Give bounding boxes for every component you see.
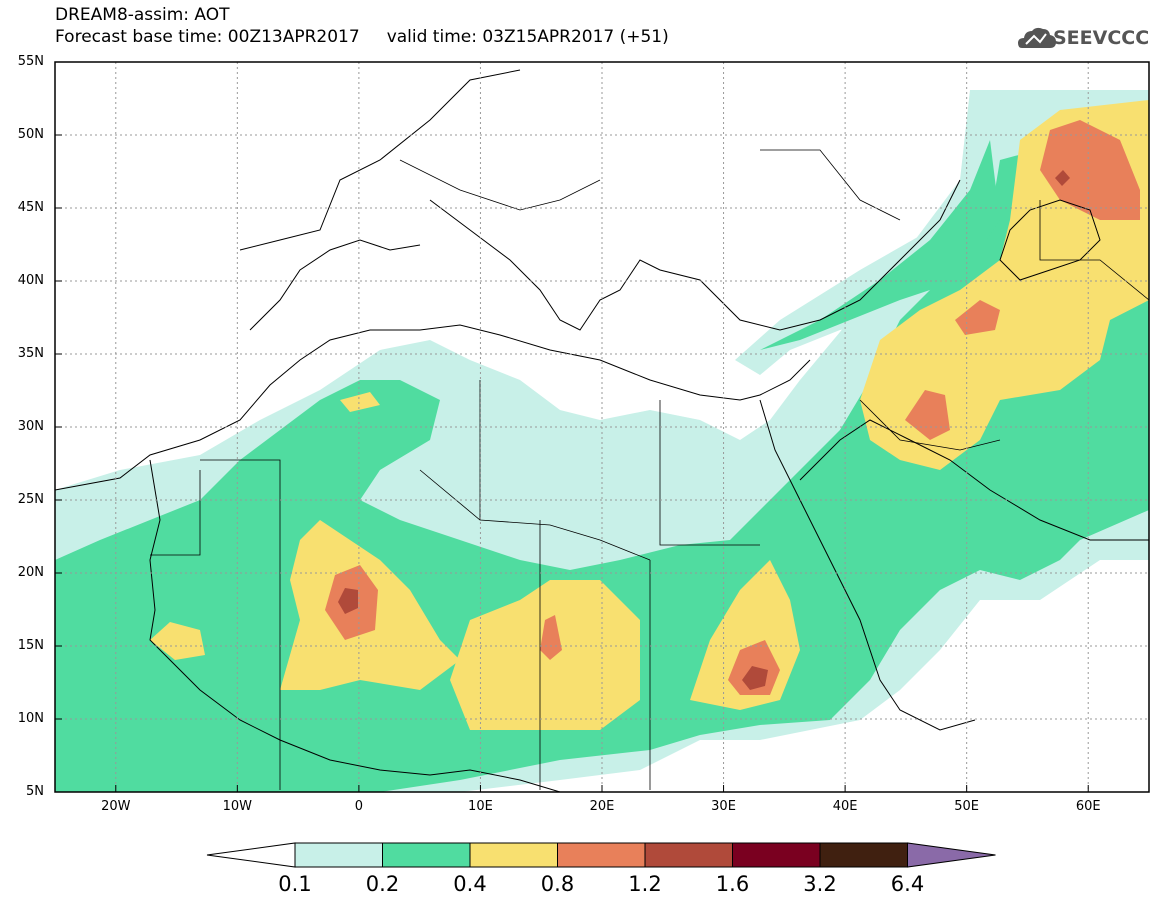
aot-band-0.4-small <box>340 392 380 412</box>
aot-band-0.2-east <box>760 140 1000 350</box>
colorbar-segment <box>382 842 471 868</box>
colorbar-label: 0.1 <box>278 872 312 896</box>
colorbar-label: 1.2 <box>628 872 662 896</box>
lon-tick-label: 30E <box>711 799 736 814</box>
lon-tick-label: 50E <box>954 799 980 814</box>
lat-tick-label: 50N <box>17 127 44 142</box>
colorbar-lower-arrow <box>206 842 296 868</box>
lat-tick-label: 10N <box>17 711 44 726</box>
aot-band-0.8-caspian <box>1040 120 1140 220</box>
lat-tick-label: 35N <box>17 346 44 361</box>
map-title: DREAM8-assim: AOT <box>55 5 230 25</box>
lon-tick-label: 20W <box>101 799 131 814</box>
aot-band-0.4-senegal <box>150 622 205 660</box>
colorbar-label: 0.8 <box>540 872 575 896</box>
borders <box>150 149 1149 790</box>
lat-tick-label: 25N <box>17 492 44 507</box>
lon-tick-label: 60E <box>1075 799 1101 814</box>
lat-tick-label: 20N <box>17 565 44 580</box>
lat-tick-label: 15N <box>17 638 44 653</box>
logo-text: SEEVCCC <box>1053 27 1150 49</box>
gridlines <box>55 62 1149 792</box>
lat-tick-label: 55N <box>17 54 44 69</box>
lon-tick-label: 10E <box>468 799 493 814</box>
colorbar-label: 1.6 <box>715 872 750 896</box>
lat-tick-label: 5N <box>26 784 44 799</box>
aot-shading <box>55 90 1149 792</box>
colorbar-segment <box>469 842 558 868</box>
colorbar-label: 3.2 <box>803 872 837 896</box>
colorbar-label: 0.2 <box>365 872 400 896</box>
colorbar-segment <box>294 842 383 868</box>
aot-band-1.2-caspian <box>1055 170 1070 186</box>
colorbar-upper-arrow <box>907 842 996 868</box>
aot-band-1.2-mali <box>338 588 358 614</box>
lon-tick-label: 0 <box>354 799 364 814</box>
aot-band-0.1-east <box>735 130 1010 375</box>
lat-tick-label: 45N <box>17 200 44 215</box>
colorbar <box>206 842 996 868</box>
colorbar-segment <box>644 842 733 868</box>
colorbar-segment <box>732 842 821 868</box>
aot-band-0.8-chad <box>540 615 562 660</box>
colorbar-label: 6.4 <box>890 872 925 896</box>
lon-tick-label: 40E <box>832 799 858 814</box>
axis-ticks <box>55 61 1089 793</box>
cloud-icon <box>1018 27 1056 48</box>
aot-band-0.8-turkey <box>955 300 1000 335</box>
lat-tick-label: 40N <box>17 273 44 288</box>
colorbar-segment <box>819 842 908 868</box>
colorbar-label: 0.4 <box>453 872 487 896</box>
lon-tick-label: 10W <box>222 799 253 814</box>
colorbar-segment <box>557 842 646 868</box>
forecast-time-line: Forecast base time: 00Z13APR2017 valid t… <box>55 27 669 47</box>
coastlines <box>55 69 1149 792</box>
lat-tick-label: 30N <box>17 419 44 434</box>
lon-tick-label: 20E <box>589 799 615 814</box>
aot-band-1.2-sudan <box>742 666 768 690</box>
